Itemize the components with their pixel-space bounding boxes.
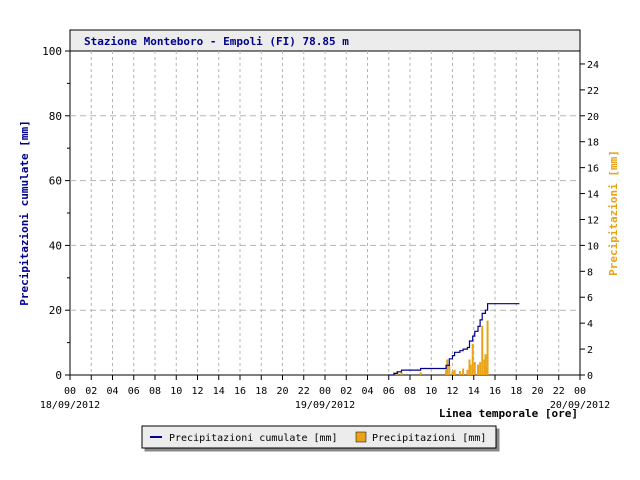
x-tick-label: 04 [106,386,118,397]
x-tick-label: 22 [298,386,310,397]
y-right-tick-label: 20 [587,112,599,123]
x-tick-label: 02 [85,386,97,397]
cumulative-line [388,303,520,376]
y-axis-right-label: Precipitazioni [mm] [607,150,620,276]
y-right-tick-label: 2 [587,345,593,356]
precipitation-bar [462,368,465,375]
x-tick-label: 18 [255,386,267,397]
precipitation-bar [481,325,484,375]
chart-title: Stazione Monteboro - Empoli (FI) 78.85 m [84,35,349,48]
y-axis-label: Precipitazioni cumulate [mm] [18,120,31,305]
y-right-tick-label: 8 [587,267,593,278]
grid [70,51,580,375]
x-tick-label: 10 [425,386,437,397]
x-tick-label: 16 [489,386,501,397]
y-right-tick-label: 18 [587,138,599,149]
y-tick-label: 80 [49,110,62,123]
x-tick-label: 08 [149,386,161,397]
y-right-tick-label: 10 [587,241,599,252]
legend: Precipitazioni cumulate [mm] Precipitazi… [141,425,497,449]
precipitation-bar [473,362,476,375]
precipitation-bar [446,359,449,375]
y-tick-label: 0 [55,369,62,382]
x-tick-label: 20 [531,386,543,397]
y-right-tick-label: 6 [587,293,593,304]
x-tick-label: 00 [319,386,331,397]
precipitation-bar [484,354,487,375]
x-tick-label: 14 [468,386,480,397]
y-right-tick-label: 14 [587,190,599,201]
precipitation-bar [485,367,488,375]
x-tick-label: 04 [361,386,373,397]
precipitation-bar [466,369,469,375]
x-date-label: 18/09/2012 [40,400,100,411]
y-right-tick-label: 24 [587,60,599,71]
x-tick-label: 16 [234,386,246,397]
axes: 00 02 04 06 08 10 12 14 16 18 20 22 00 02 04 06 08 10 12 14… [40,45,610,411]
x-tick-label: 20 [276,386,288,397]
x-tick-label: 06 [128,386,140,397]
y-right-tick-label: 12 [587,215,599,226]
precipitation-bar [448,364,451,375]
x-tick-label: 22 [553,386,565,397]
x-axis-label: Linea temporale [ore] [439,407,578,420]
precipitation-bar [453,369,456,375]
precipitation-bar [479,362,482,375]
x-tick-label: 12 [446,386,458,397]
precipitation-bar [400,372,403,375]
precipitation-bar [458,371,461,375]
y-tick-label: 40 [49,239,62,252]
precipitation-bar [486,320,489,375]
y-tick-label: 60 [49,175,62,188]
precipitation-bar [451,371,454,375]
x-tick-label: 12 [191,386,203,397]
precipitation-bar [477,364,479,375]
y-tick-label: 20 [49,304,62,317]
legend-box [141,425,497,449]
y-tick-label: 100 [42,45,62,58]
x-tick-label: 02 [340,386,352,397]
y-right-tick-label: 16 [587,164,599,175]
x-tick-label: 18 [510,386,522,397]
precipitation-bar [419,372,422,375]
x-tick-label: 00 [574,386,586,397]
x-tick-label: 00 [64,386,76,397]
x-tick-label: 10 [170,386,182,397]
x-date-label: 19/09/2012 [295,400,355,411]
y-right-tick-label: 22 [587,86,599,97]
legend-label-precipitation: Precipitazioni [mm] [372,433,486,444]
y-right-tick-label: 0 [587,371,593,382]
precipitation-bar [445,369,448,375]
precipitation-bar [483,359,486,375]
x-tick-label: 14 [213,386,225,397]
legend-label-cumulative: Precipitazioni cumulate [mm] [169,433,338,444]
precipitation-bar [471,343,474,375]
cumulative-series-line [388,303,520,376]
x-tick-label: 06 [383,386,395,397]
precipitation-bars [393,320,489,375]
legend-swatch-precipitation [355,431,367,443]
y-right-tick-label: 4 [587,319,593,330]
x-date-label: 20/09/2012 [550,400,610,411]
precipitation-bar [468,359,471,375]
precipitation-bar [469,364,472,375]
x-tick-label: 08 [404,386,416,397]
